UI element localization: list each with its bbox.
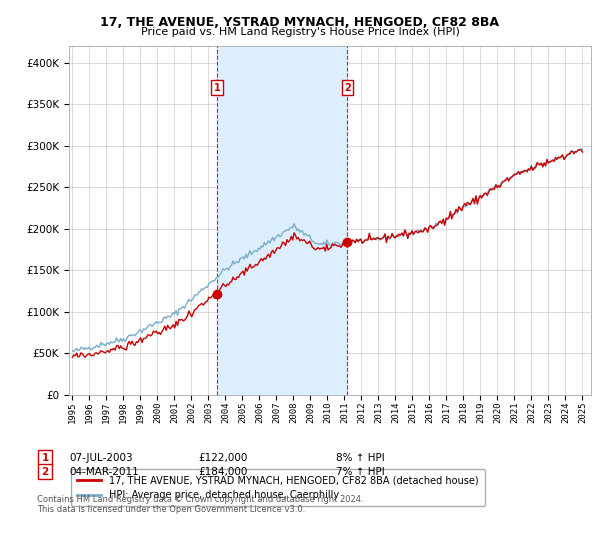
Text: £184,000: £184,000 [198, 466, 247, 477]
Text: 8% ↑ HPI: 8% ↑ HPI [336, 452, 385, 463]
Text: Contains HM Land Registry data © Crown copyright and database right 2024.: Contains HM Land Registry data © Crown c… [37, 495, 364, 504]
Text: 04-MAR-2011: 04-MAR-2011 [69, 466, 139, 477]
Text: 07-JUL-2003: 07-JUL-2003 [69, 452, 133, 463]
Text: 1: 1 [41, 452, 49, 463]
Text: 2: 2 [41, 466, 49, 477]
Text: 7% ↑ HPI: 7% ↑ HPI [336, 466, 385, 477]
Text: Price paid vs. HM Land Registry's House Price Index (HPI): Price paid vs. HM Land Registry's House … [140, 27, 460, 37]
Bar [217, 46, 347, 395]
Text: 17, THE AVENUE, YSTRAD MYNACH, HENGOED, CF82 8BA: 17, THE AVENUE, YSTRAD MYNACH, HENGOED, … [101, 16, 499, 29]
Legend: 17, THE AVENUE, YSTRAD MYNACH, HENGOED, CF82 8BA (detached house), HPI: Average : 17, THE AVENUE, YSTRAD MYNACH, HENGOED, … [71, 469, 485, 506]
Text: 2: 2 [344, 83, 351, 93]
Text: 1: 1 [214, 83, 221, 93]
Text: £122,000: £122,000 [198, 452, 247, 463]
Text: This data is licensed under the Open Government Licence v3.0.: This data is licensed under the Open Gov… [37, 505, 305, 514]
